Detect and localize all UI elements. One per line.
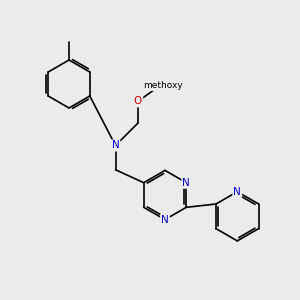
Text: N: N [182,178,190,188]
Text: methoxy: methoxy [143,81,183,90]
Text: N: N [161,214,169,225]
Text: N: N [233,187,241,197]
Text: N: N [112,140,119,151]
Text: O: O [134,96,142,106]
